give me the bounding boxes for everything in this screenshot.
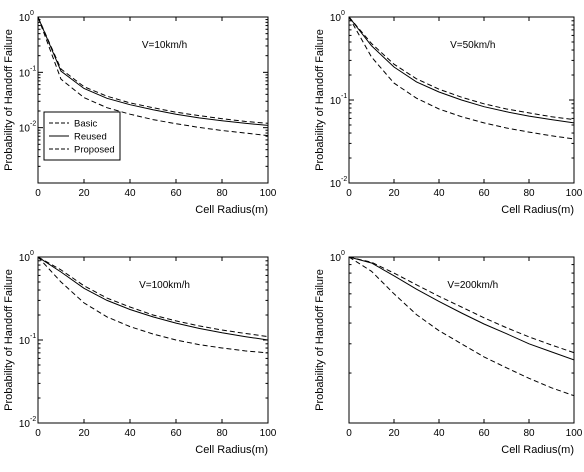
- y-tick-label-base: 10: [330, 96, 342, 107]
- x-tick-label: 20: [78, 428, 90, 439]
- series-group: [349, 257, 574, 397]
- x-tick-label: 0: [35, 428, 41, 439]
- x-tick-label: 40: [433, 188, 445, 199]
- series-group: [349, 17, 574, 140]
- y-tick-label-exp: 0: [341, 250, 345, 257]
- y-tick-label-base: 10: [19, 68, 31, 79]
- x-tick-label: 80: [216, 428, 228, 439]
- series-line-reused: [38, 17, 268, 126]
- velocity-annotation: V=100km/h: [139, 280, 190, 291]
- x-tick-label: 100: [566, 188, 583, 199]
- y-tick-label-base: 10: [19, 13, 31, 24]
- x-tick-label: 20: [388, 188, 400, 199]
- y-tick-label-base: 10: [330, 13, 342, 24]
- y-axis-label: Probability of Handoff Failure: [3, 29, 15, 171]
- y-tick-label-exp: 0: [341, 10, 345, 17]
- y-tick-label-exp: -2: [30, 416, 36, 423]
- series-line-basic: [38, 257, 268, 338]
- x-axis-label: Cell Radius(m): [501, 204, 574, 216]
- legend: Basic Reused Proposed: [43, 111, 121, 161]
- y-tick-label-exp: 0: [30, 10, 34, 17]
- x-tick-label: 40: [124, 188, 136, 199]
- plot-frame: [37, 16, 269, 184]
- plot-frame: [348, 256, 575, 424]
- x-axis-label: Cell Radius(m): [501, 444, 574, 456]
- y-axis-label: Probability of Handoff Failure: [314, 269, 326, 411]
- y-axis-label: Probability of Handoff Failure: [314, 29, 326, 171]
- series-line-reused: [349, 257, 574, 361]
- series-line-basic: [349, 17, 574, 121]
- x-tick-label: 20: [388, 428, 400, 439]
- y-tick-label-base: 10: [330, 253, 342, 264]
- x-tick-label: 80: [523, 188, 535, 199]
- series-line-proposed: [38, 17, 268, 137]
- y-tick-label-exp: 0: [30, 250, 34, 257]
- y-tick-label-base: 10: [330, 179, 342, 190]
- velocity-annotation: V=50km/h: [450, 40, 495, 51]
- x-tick-label: 40: [124, 428, 136, 439]
- x-tick-label: 20: [78, 188, 90, 199]
- series-group: [38, 17, 268, 137]
- series-line-reused: [38, 257, 268, 341]
- x-tick-label: 0: [35, 188, 41, 199]
- x-tick-label: 100: [260, 188, 277, 199]
- x-tick-label: 0: [346, 428, 352, 439]
- legend-label: Reused: [74, 132, 107, 143]
- y-tick-label-base: 10: [19, 419, 31, 430]
- x-axis-label: Cell Radius(m): [195, 444, 268, 456]
- series-line-basic: [38, 17, 268, 124]
- x-tick-label: 40: [433, 428, 445, 439]
- series-group: [38, 257, 268, 354]
- series-line-proposed: [349, 17, 574, 140]
- series-line-proposed: [38, 257, 268, 354]
- x-axis-label: Cell Radius(m): [195, 204, 268, 216]
- y-tick-label-exp: -2: [30, 121, 36, 128]
- series-line-reused: [349, 17, 574, 124]
- velocity-annotation: V=10km/h: [142, 40, 187, 51]
- x-tick-label: 100: [260, 428, 277, 439]
- legend-label: Basic: [74, 119, 97, 130]
- x-tick-label: 80: [216, 188, 228, 199]
- series-line-basic: [349, 257, 574, 354]
- y-tick-label-exp: -1: [341, 93, 347, 100]
- x-tick-label: 60: [478, 428, 490, 439]
- y-tick-label-exp: -2: [341, 176, 347, 183]
- x-tick-label: 0: [346, 188, 352, 199]
- y-axis-label: Probability of Handoff Failure: [3, 269, 15, 411]
- velocity-annotation: V=200km/h: [447, 280, 498, 291]
- y-tick-label-exp: -1: [30, 65, 36, 72]
- x-tick-label: 60: [170, 428, 182, 439]
- x-tick-label: 60: [170, 188, 182, 199]
- y-tick-label-base: 10: [19, 124, 31, 135]
- x-tick-label: 80: [523, 428, 535, 439]
- x-tick-label: 100: [566, 428, 583, 439]
- legend-label: Proposed: [74, 145, 115, 156]
- x-tick-label: 60: [478, 188, 490, 199]
- series-line-proposed: [349, 257, 574, 397]
- y-tick-label-exp: -1: [30, 333, 36, 340]
- y-tick-label-base: 10: [19, 253, 31, 264]
- y-tick-label-base: 10: [19, 336, 31, 347]
